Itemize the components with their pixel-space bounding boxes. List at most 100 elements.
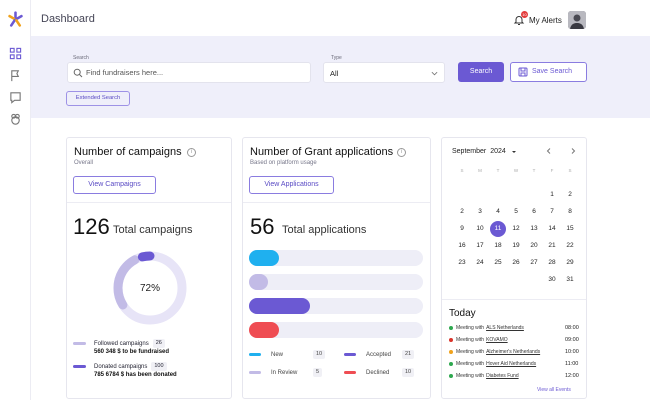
- legend-swatch: [249, 353, 261, 356]
- calendar-day[interactable]: 29: [566, 259, 574, 266]
- calendar-day[interactable]: 2: [460, 208, 464, 215]
- flag-icon[interactable]: [9, 69, 22, 82]
- event-prefix: Meeting with: [456, 337, 485, 343]
- event-dot: [449, 338, 453, 342]
- calendar-day[interactable]: 2: [568, 191, 572, 198]
- event-item[interactable]: Meeting with Hover Aid Netherlands 11:00: [449, 361, 579, 367]
- alerts-button[interactable]: 10 My Alerts: [513, 10, 562, 30]
- calendar-day[interactable]: 4: [496, 208, 500, 215]
- legend-swatch: [344, 371, 356, 374]
- grant-bar-track: [249, 322, 423, 338]
- event-time: 11:00: [565, 361, 579, 367]
- campaigns-count-label: Total campaigns: [113, 224, 193, 236]
- legend-swatch: [249, 371, 261, 374]
- campaigns-count: 126: [73, 214, 110, 239]
- save-search-button[interactable]: Save Search: [510, 62, 587, 82]
- calendar-day[interactable]: 3: [478, 208, 482, 215]
- type-label: Type: [331, 55, 342, 61]
- calendar-day[interactable]: 26: [512, 259, 520, 266]
- calendar-day[interactable]: 5: [514, 208, 518, 215]
- grants-card: Number of Grant applications i Based on …: [242, 137, 431, 399]
- grant-legend-item: Declined 10: [344, 368, 415, 377]
- weekday-label: S: [460, 168, 464, 173]
- dashboard-icon[interactable]: [9, 47, 22, 60]
- logo-icon: [8, 11, 23, 27]
- next-month-icon[interactable]: [569, 147, 577, 155]
- search-icon: [73, 68, 83, 78]
- event-item[interactable]: Meeting with Diabetes Fund 12:00: [449, 373, 579, 379]
- calendar-day[interactable]: 24: [476, 259, 484, 266]
- calendar-day[interactable]: 15: [566, 225, 574, 232]
- month-selector[interactable]: September 2024: [452, 148, 517, 155]
- calendar-day[interactable]: 9: [460, 225, 464, 232]
- prev-month-icon[interactable]: [545, 147, 553, 155]
- event-prefix: Meeting with: [456, 373, 485, 379]
- chat-icon[interactable]: [9, 91, 22, 104]
- calendar-day[interactable]: 13: [530, 225, 538, 232]
- calendar-day[interactable]: 23: [458, 259, 466, 266]
- calendar-day[interactable]: 11: [490, 221, 506, 237]
- event-item[interactable]: Meeting with ALS Netherlands 08:00: [449, 325, 579, 331]
- grant-bar-track: [249, 250, 423, 266]
- event-org-link[interactable]: ALS Netherlands: [486, 325, 524, 331]
- calendar-day[interactable]: 18: [494, 242, 502, 249]
- event-item[interactable]: Meeting with Alzheimer's Netherlands 10:00: [449, 349, 579, 355]
- calendar-day[interactable]: 25: [494, 259, 502, 266]
- view-applications-button[interactable]: View Applications: [249, 176, 334, 194]
- extended-search-button[interactable]: Extended Search: [66, 91, 130, 106]
- calendar-day[interactable]: 7: [550, 208, 554, 215]
- calendar-day[interactable]: 21: [548, 242, 556, 249]
- event-item[interactable]: Meeting with KOVAMO 09:00: [449, 337, 579, 343]
- view-all-events-link[interactable]: View all Events: [537, 387, 571, 393]
- save-icon: [518, 67, 528, 77]
- divider: [442, 299, 586, 300]
- divider: [243, 202, 430, 203]
- page-title: Dashboard: [41, 13, 95, 25]
- calendar-day[interactable]: 16: [458, 242, 466, 249]
- alerts-label: My Alerts: [529, 15, 562, 25]
- chevron-down-icon: [431, 71, 438, 76]
- grant-bar-track: [249, 274, 423, 290]
- view-campaigns-button[interactable]: View Campaigns: [73, 176, 156, 194]
- calendar-day[interactable]: 8: [568, 208, 572, 215]
- info-icon[interactable]: i: [187, 148, 196, 157]
- event-org-link[interactable]: Alzheimer's Netherlands: [486, 349, 541, 355]
- search-input[interactable]: [86, 63, 306, 82]
- grants-title: Number of Grant applications: [250, 146, 394, 158]
- calendar-day[interactable]: 1: [550, 191, 554, 198]
- calendar-day[interactable]: 28: [548, 259, 556, 266]
- search-box: [67, 62, 311, 83]
- calendar-day[interactable]: 27: [530, 259, 538, 266]
- grant-legend-item: In Review 5: [249, 368, 323, 377]
- calendar-day[interactable]: 14: [548, 225, 556, 232]
- avatar[interactable]: [568, 11, 586, 29]
- calendar-day[interactable]: 30: [548, 276, 556, 283]
- event-org-link[interactable]: KOVAMO: [486, 337, 508, 343]
- grant-legend-item: Accepted 21: [344, 350, 415, 359]
- search-button[interactable]: Search: [458, 62, 504, 82]
- campaigns-donut-chart: [113, 251, 187, 325]
- calendar-day[interactable]: 20: [530, 242, 538, 249]
- bell-icon: 10: [513, 11, 528, 26]
- grant-bar-new: [249, 250, 279, 266]
- calendar-day[interactable]: 22: [566, 242, 574, 249]
- calendar-day[interactable]: 31: [566, 276, 574, 283]
- legend-swatch: [344, 353, 356, 356]
- calendar-day[interactable]: 17: [476, 242, 484, 249]
- calendar-day[interactable]: 6: [532, 208, 536, 215]
- info-icon[interactable]: i: [397, 148, 406, 157]
- divider: [67, 202, 231, 203]
- event-dot: [449, 374, 453, 378]
- calendar-day[interactable]: 10: [476, 225, 484, 232]
- event-org-link[interactable]: Diabetes Fund: [486, 373, 519, 379]
- campaigns-subtitle: Overall: [74, 160, 94, 166]
- campaigns-title: Number of campaigns: [74, 146, 182, 158]
- donated-swatch: [73, 365, 86, 368]
- followed-swatch: [73, 342, 86, 345]
- event-org-link[interactable]: Hover Aid Netherlands: [486, 361, 537, 367]
- calendar-day[interactable]: 12: [512, 225, 520, 232]
- coins-icon[interactable]: [9, 113, 22, 126]
- event-prefix: Meeting with: [456, 361, 485, 367]
- calendar-day[interactable]: 19: [512, 242, 520, 249]
- type-select[interactable]: All: [323, 62, 445, 83]
